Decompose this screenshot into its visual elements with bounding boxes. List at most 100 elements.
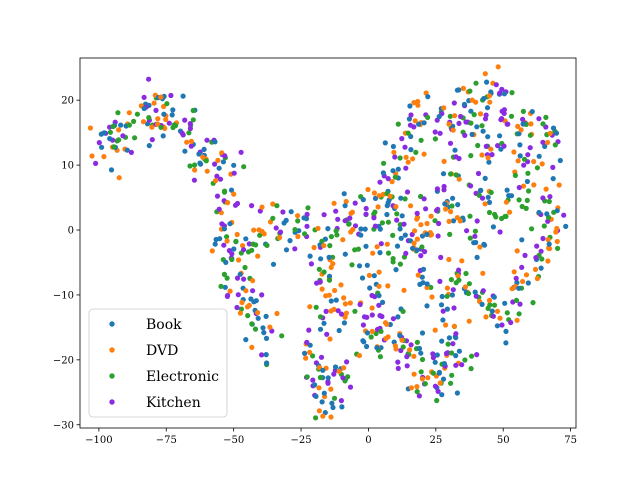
point-electronic: [302, 231, 308, 237]
x-tick-label: −25: [290, 435, 311, 446]
point-kitchen: [501, 143, 507, 149]
point-dvd: [547, 246, 553, 252]
point-dvd: [319, 286, 325, 292]
point-dvd: [343, 310, 349, 316]
point-dvd: [224, 238, 230, 244]
point-dvd: [101, 154, 107, 160]
point-book: [456, 348, 462, 354]
point-book: [318, 256, 324, 262]
point-dvd: [270, 201, 276, 207]
point-electronic: [305, 205, 311, 211]
point-kitchen: [234, 304, 240, 311]
point-book: [497, 133, 503, 139]
point-book: [107, 136, 113, 142]
point-electronic: [394, 211, 400, 217]
point-book: [441, 361, 447, 367]
point-electronic: [327, 243, 333, 249]
point-electronic: [467, 235, 473, 241]
point-electronic: [448, 277, 454, 283]
point-dvd: [460, 85, 466, 91]
point-kitchen: [437, 130, 443, 136]
point-dvd: [451, 323, 457, 329]
point-dvd: [307, 349, 313, 355]
point-book: [328, 298, 334, 304]
point-kitchen: [490, 313, 496, 319]
point-book: [520, 121, 526, 127]
point-book: [360, 197, 366, 203]
point-electronic: [465, 290, 472, 297]
point-electronic: [529, 226, 535, 232]
point-book: [253, 298, 259, 304]
point-electronic: [432, 218, 438, 224]
point-dvd: [315, 225, 321, 231]
point-kitchen: [232, 202, 239, 208]
point-book: [339, 404, 345, 410]
point-electronic: [385, 250, 392, 256]
point-book: [342, 203, 348, 209]
point-book: [424, 281, 430, 287]
point-electronic: [392, 174, 398, 180]
point-kitchen: [540, 139, 546, 145]
point-electronic: [114, 138, 120, 144]
point-dvd: [410, 156, 416, 162]
point-kitchen: [149, 137, 155, 143]
point-dvd: [412, 118, 418, 124]
point-book: [283, 217, 289, 223]
point-dvd: [371, 190, 377, 196]
point-electronic: [466, 281, 472, 287]
point-kitchen: [378, 241, 384, 247]
point-book: [101, 130, 107, 136]
point-book: [326, 273, 333, 279]
point-book: [325, 375, 331, 381]
point-dvd: [518, 127, 524, 133]
point-dvd: [428, 213, 434, 219]
point-electronic: [479, 123, 485, 129]
point-electronic: [317, 314, 324, 320]
point-kitchen: [187, 125, 193, 132]
point-electronic: [519, 203, 525, 210]
point-electronic: [520, 108, 527, 114]
point-book: [197, 160, 203, 166]
point-book: [358, 232, 364, 238]
point-kitchen: [438, 254, 444, 260]
point-kitchen: [273, 225, 279, 231]
point-kitchen: [166, 120, 172, 126]
point-kitchen: [489, 152, 495, 158]
point-book: [161, 111, 167, 117]
point-book: [377, 250, 383, 256]
x-tick-label: 0: [365, 435, 371, 446]
point-kitchen: [414, 210, 420, 216]
point-book: [482, 175, 488, 181]
point-electronic: [414, 339, 420, 345]
point-dvd: [385, 283, 391, 289]
point-book: [439, 293, 445, 300]
point-kitchen: [545, 218, 551, 224]
x-tick-label: 25: [429, 435, 442, 446]
point-kitchen: [453, 331, 459, 337]
point-electronic: [321, 269, 327, 275]
point-electronic: [372, 209, 378, 215]
point-kitchen: [436, 220, 442, 227]
point-dvd: [243, 288, 249, 294]
point-dvd: [556, 182, 562, 188]
point-kitchen: [335, 308, 341, 314]
point-dvd: [349, 209, 355, 215]
point-dvd: [448, 209, 454, 215]
point-kitchen: [141, 94, 147, 100]
point-kitchen: [520, 116, 526, 122]
point-book: [550, 125, 557, 131]
point-dvd: [116, 175, 122, 181]
point-kitchen: [464, 228, 470, 234]
point-book: [393, 267, 399, 273]
point-kitchen: [347, 384, 354, 390]
point-electronic: [448, 380, 454, 386]
point-kitchen: [527, 145, 533, 151]
point-kitchen: [168, 92, 174, 99]
point-dvd: [487, 99, 493, 105]
point-kitchen: [204, 137, 210, 143]
point-kitchen: [459, 362, 465, 368]
point-electronic: [508, 113, 515, 119]
point-book: [382, 140, 388, 146]
point-dvd: [414, 236, 420, 242]
point-dvd: [340, 237, 346, 243]
